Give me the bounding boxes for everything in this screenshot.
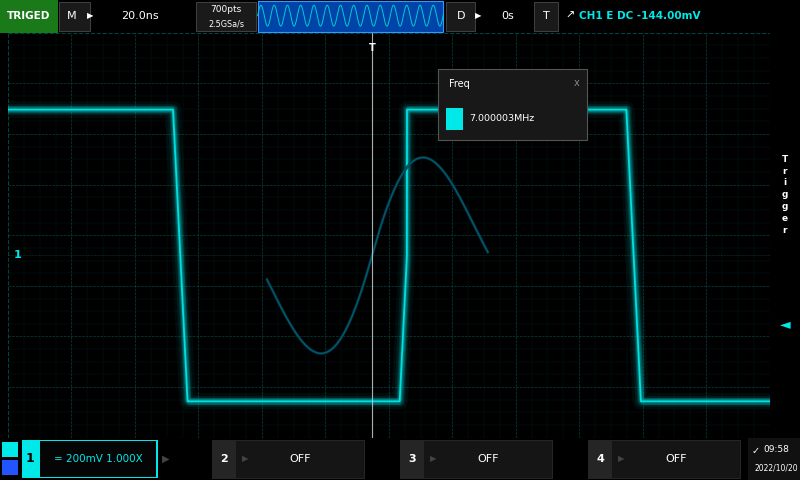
Text: T: T [543, 11, 550, 21]
Text: T
r
i
g
g
e
r: T r i g g e r [782, 155, 788, 235]
Text: OFF: OFF [666, 454, 686, 464]
Text: ↗: ↗ [566, 11, 575, 21]
Bar [400, 440, 552, 478]
Text: ✓: ✓ [752, 446, 760, 456]
Bar [40, 441, 156, 477]
Bar [258, 1, 443, 32]
Bar [446, 108, 462, 130]
Bar [748, 438, 800, 480]
Bar [59, 1, 90, 31]
Bar [588, 440, 740, 478]
Bar [0, 0, 58, 33]
Text: OFF: OFF [478, 454, 498, 464]
Text: 1: 1 [26, 452, 34, 466]
Text: 2.5GSa/s: 2.5GSa/s [208, 19, 244, 28]
Text: x: x [574, 78, 579, 88]
Text: 1: 1 [14, 251, 22, 261]
Text: 2022/10/20: 2022/10/20 [754, 464, 798, 473]
Text: M: M [67, 11, 77, 21]
Text: ▶: ▶ [242, 455, 249, 463]
Bar [2, 460, 10, 475]
Text: D: D [457, 11, 465, 21]
Text: 0s: 0s [502, 11, 514, 21]
Text: ▶: ▶ [618, 455, 625, 463]
Bar [212, 440, 236, 478]
Text: ◄: ◄ [779, 317, 790, 331]
Text: T: T [369, 43, 375, 53]
Text: 4: 4 [596, 454, 604, 464]
Text: 7.000003MHz: 7.000003MHz [469, 114, 534, 123]
Text: 09:58: 09:58 [763, 445, 789, 454]
Text: TRIGED: TRIGED [7, 11, 50, 21]
Bar [212, 440, 364, 478]
Text: 3: 3 [408, 454, 416, 464]
Bar [588, 440, 612, 478]
Bar [534, 1, 558, 31]
Text: Freq: Freq [449, 79, 470, 89]
Bar [22, 440, 158, 478]
Bar [446, 1, 475, 31]
Text: ▶: ▶ [87, 11, 94, 20]
Bar [10, 442, 18, 457]
Text: ▶: ▶ [430, 455, 437, 463]
Text: 700pts: 700pts [210, 5, 242, 14]
Text: OFF: OFF [290, 454, 310, 464]
Text: = 200mV 1.000X: = 200mV 1.000X [54, 454, 142, 464]
Bar [400, 440, 424, 478]
Bar [10, 460, 18, 475]
Text: 2: 2 [220, 454, 228, 464]
Text: CH1 E DC -144.00mV: CH1 E DC -144.00mV [579, 11, 701, 21]
Bar [2, 442, 10, 457]
Bar [438, 69, 587, 140]
Text: ▶: ▶ [162, 454, 170, 464]
Text: ▶: ▶ [475, 11, 482, 20]
Bar [196, 1, 256, 31]
Text: 20.0ns: 20.0ns [121, 11, 159, 21]
